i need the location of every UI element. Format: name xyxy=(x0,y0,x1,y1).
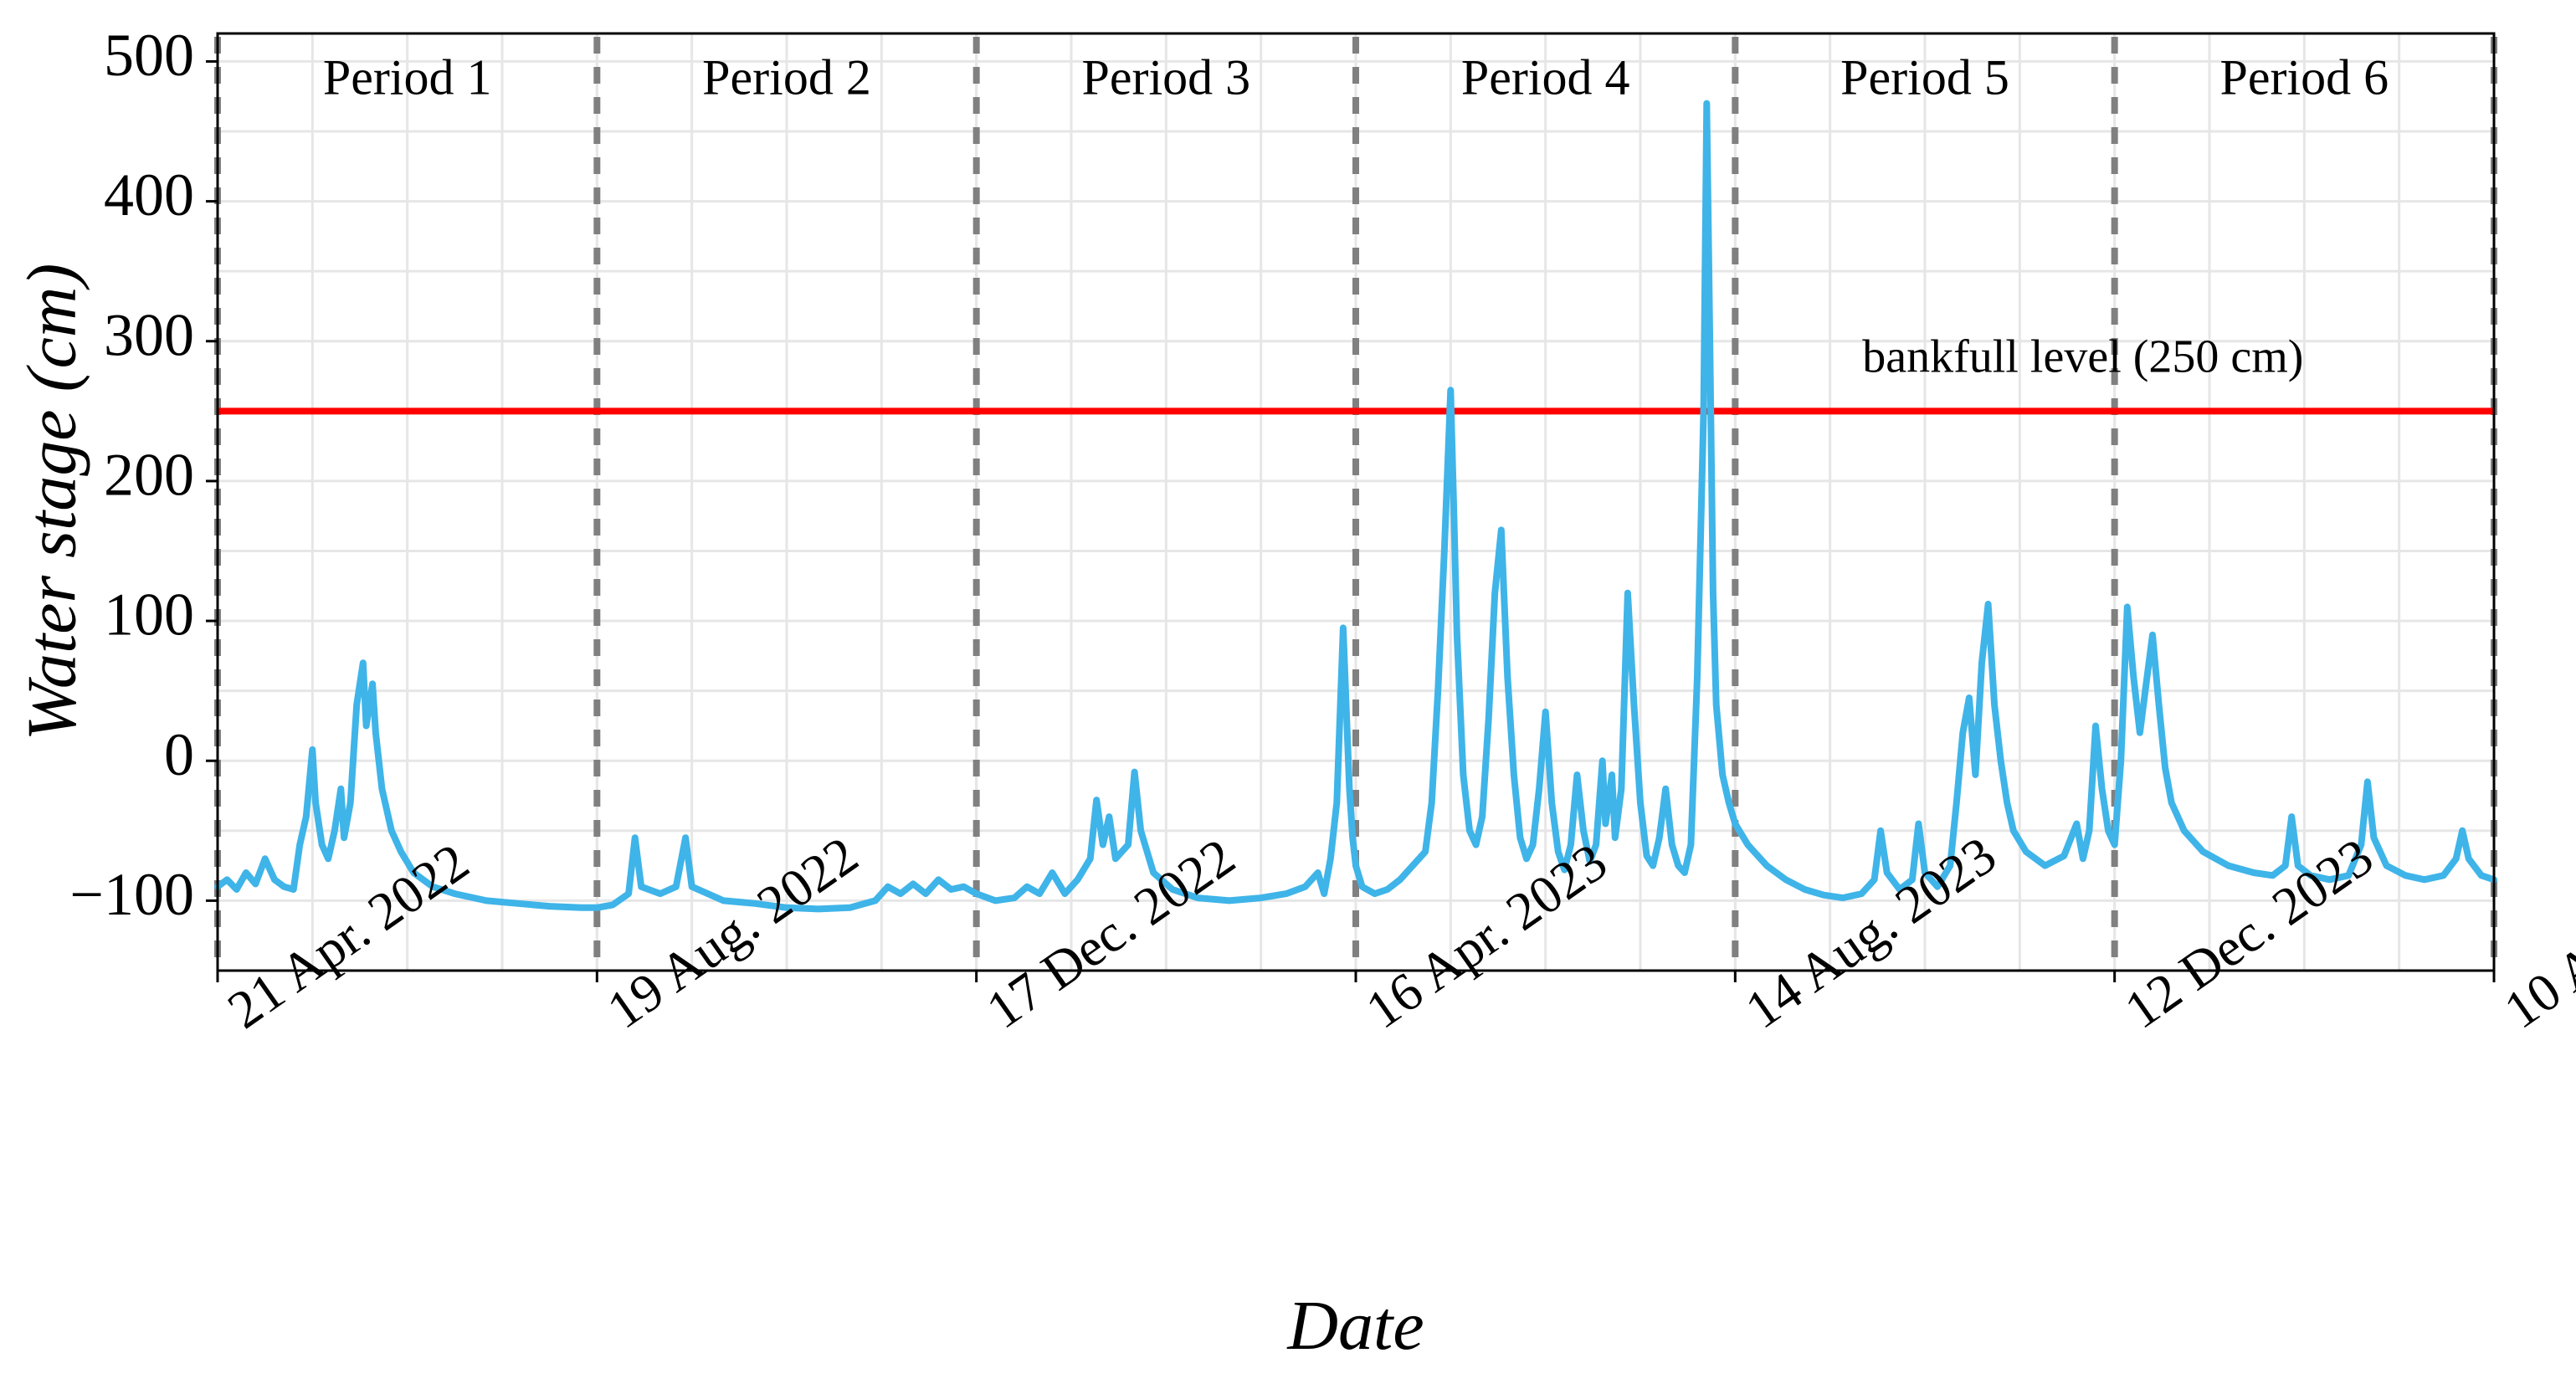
period-label: Period 4 xyxy=(1461,49,1630,105)
y-tick-label: 400 xyxy=(104,161,194,228)
y-tick-label: 0 xyxy=(164,721,194,788)
period-label: Period 6 xyxy=(2220,49,2389,105)
period-label: Period 1 xyxy=(323,49,492,105)
y-axis-title: Water stage (cm) xyxy=(13,264,90,741)
water-stage-chart: bankfull level (250 cm) Period 1 Period 2 P… xyxy=(0,0,2576,1399)
y-tick-label: 200 xyxy=(104,441,194,508)
x-axis-title: Date xyxy=(1286,1287,1424,1365)
period-label: Period 5 xyxy=(1840,49,2009,105)
chart-container: bankfull level (250 cm) Period 1 Period 2 P… xyxy=(0,0,2576,1399)
bankfull-label: bankfull level (250 cm) xyxy=(1862,331,2303,383)
y-tick-label: 300 xyxy=(104,301,194,368)
y-tick-label: 500 xyxy=(104,22,194,89)
period-label: Period 2 xyxy=(702,49,871,105)
y-axis: −100 0 100 200 300 400 500 Water stage (cm) xyxy=(13,22,218,928)
x-tick-label: 10 Apr. 2024 xyxy=(2493,832,2576,1040)
period-label: Period 3 xyxy=(1082,49,1251,105)
y-tick-label: 100 xyxy=(104,582,194,648)
y-tick-label: −100 xyxy=(69,861,194,928)
